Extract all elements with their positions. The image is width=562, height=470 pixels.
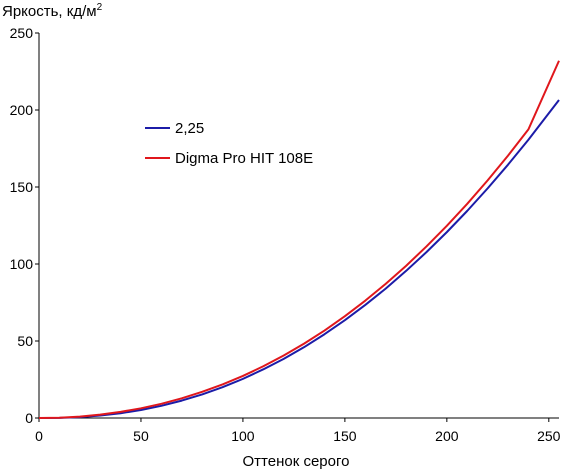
- y-axis-title: Яркость, кд/м2: [2, 2, 103, 20]
- x-tick-label-250: 250: [537, 428, 561, 444]
- x-tick-label-50: 50: [133, 428, 149, 444]
- x-tick-label-0: 0: [35, 428, 43, 444]
- x-axis-title: Оттенок серого: [243, 453, 350, 470]
- series-line-0: [38, 99, 560, 419]
- y-tick-label-250: 250: [10, 25, 34, 41]
- y-axis-title-superscript: 2: [97, 2, 103, 13]
- y-tick-label-50: 50: [17, 333, 33, 349]
- legend-label-0: 2,25: [175, 120, 204, 137]
- y-tick-label-0: 0: [25, 410, 33, 426]
- legend-label-1: Digma Pro HIT 108E: [175, 150, 313, 167]
- x-tick-label-150: 150: [333, 428, 357, 444]
- y-tick-label-100: 100: [10, 256, 34, 272]
- y-tick-label-200: 200: [10, 102, 34, 118]
- series-line-1: [38, 60, 560, 419]
- x-tick-label-100: 100: [231, 428, 255, 444]
- ticks: 0 50 100 150 200 250 0 50 100 150 200 250: [10, 25, 561, 444]
- y-axis-title-text: Яркость, кд/м: [2, 3, 97, 20]
- x-tick-label-200: 200: [435, 428, 459, 444]
- legend: 2,25 Digma Pro HIT 108E: [145, 120, 313, 167]
- series-layer: [38, 60, 560, 419]
- y-tick-label-150: 150: [10, 179, 34, 195]
